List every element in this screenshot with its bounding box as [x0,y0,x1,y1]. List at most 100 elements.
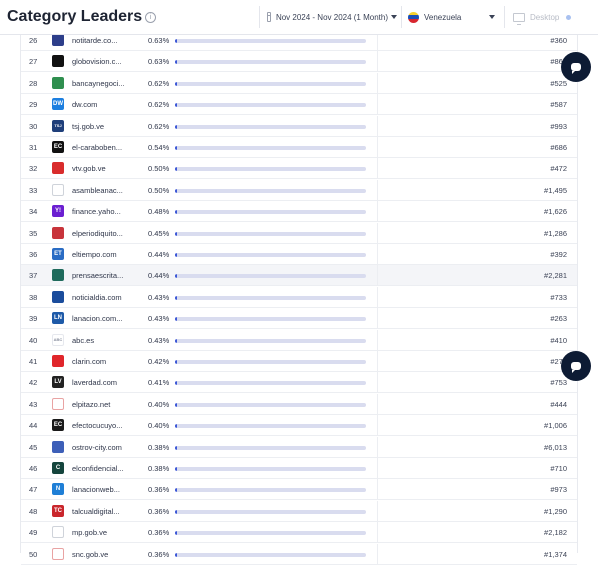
domain-link[interactable]: tsj.gob.ve [72,121,105,131]
domain-link[interactable]: asambleanac... [72,185,123,195]
table-row[interactable]: 31 EC el-caraboben... 0.54% #686 [21,137,577,158]
column-divider [377,94,378,116]
domain-link[interactable]: elconfidencial... [72,464,124,473]
traffic-share-bar [175,467,366,471]
domain-link[interactable]: notitarde.co... [72,36,118,45]
column-divider [377,51,378,73]
column-divider [377,372,378,394]
domain-link[interactable]: eltiempo.com [72,250,117,259]
rank-cell: 49 [29,528,38,538]
traffic-share-bar-fill [175,509,177,514]
traffic-share-value: 0.44% [148,271,170,281]
device-dropdown[interactable]: Desktop [504,6,598,28]
traffic-share-bar-fill [175,167,177,172]
traffic-share-value: 0.40% [148,421,170,431]
column-divider [377,543,378,565]
domain-link[interactable]: dw.com [72,100,98,110]
traffic-share-bar-fill [175,124,177,129]
traffic-share-bar [175,531,366,536]
traffic-share-bar-fill [175,360,177,364]
vtv-icon [52,162,64,175]
global-rank-cell: #733 [550,292,567,302]
domain-link[interactable]: elperiodiquito... [72,228,123,238]
traffic-share-bar [175,167,366,172]
column-divider [377,500,378,522]
column-divider [377,115,378,137]
column-divider [377,329,378,351]
table-row[interactable]: 49 mp.gob.ve 0.36% #2,182 [21,522,577,544]
chat-button[interactable] [561,351,591,381]
domain-link[interactable]: bancaynegoci... [72,78,125,88]
table-row[interactable]: 38 noticialdia.com 0.43% #733 [21,286,577,308]
table-row[interactable]: 50 snc.gob.ve 0.36% #1,374 [21,543,577,565]
table-row[interactable]: 41 clarin.com 0.42% #276 [21,351,577,372]
rank-cell: 30 [29,121,38,131]
traffic-share-bar-fill [175,531,177,536]
table-row[interactable]: 43 elpitazo.net 0.40% #444 [21,393,577,415]
traffic-share-bar-fill [175,103,177,108]
domain-link[interactable]: vtv.gob.ve [72,164,106,174]
rank-cell: 45 [29,442,38,452]
traffic-share-bar [175,488,366,493]
domain-link[interactable]: noticialdia.com [72,292,122,302]
traffic-share-bar [175,188,366,193]
table-row[interactable]: 36 ET eltiempo.com 0.44% #392 [21,244,577,265]
domain-link[interactable]: globovision.c... [72,57,122,67]
table-row[interactable]: 29 DW dw.com 0.62% #587 [21,94,577,116]
domain-link[interactable]: abc.es [72,335,95,345]
calendar-icon [267,12,271,22]
global-rank-cell: #392 [550,250,567,259]
traffic-share-bar [175,381,366,386]
traffic-share-value: 0.43% [148,314,170,324]
domain-link[interactable]: clarin.com [72,357,107,366]
domain-link[interactable]: finance.yaho... [72,207,121,217]
chat-button[interactable] [561,52,591,82]
global-rank-cell: #1,290 [544,506,567,516]
traffic-share-bar-fill [175,317,177,322]
traffic-share-value: 0.36% [148,506,170,516]
table-row[interactable]: 30 TSJ tsj.gob.ve 0.62% #993 [21,115,577,137]
domain-link[interactable]: snc.gob.ve [72,549,109,559]
efectococuyo-icon: EC [52,419,64,432]
country-dropdown[interactable]: Venezuela [401,6,501,28]
lanacionweb-icon: N [52,483,64,496]
traffic-share-value: 0.63% [148,36,170,45]
domain-link[interactable]: lanacionweb... [72,485,120,495]
domain-link[interactable]: el-caraboben... [72,143,123,152]
table-row[interactable]: 45 ostrov-city.com 0.38% #6,013 [21,436,577,458]
table-row[interactable]: 34 Y! finance.yaho... 0.48% #1,626 [21,201,577,223]
domain-link[interactable]: talcualdigital... [72,506,120,516]
domain-link[interactable]: lanacion.com... [72,314,123,324]
column-divider [377,137,378,158]
page-title: Category Leaders i [7,8,157,26]
domain-link[interactable]: laverdad.com [72,378,118,388]
table-row[interactable]: 40 ABC abc.es 0.43% #410 [21,329,577,351]
domain-link[interactable]: prensaescrita... [72,271,124,281]
traffic-share-value: 0.43% [148,335,170,345]
domain-link[interactable]: ostrov-city.com [72,442,122,452]
rank-cell: 33 [29,185,38,195]
table-row[interactable]: 26 notitarde.co... 0.63% #360 [21,30,577,51]
column-divider [377,479,378,501]
table-row[interactable]: 35 elperiodiquito... 0.45% #1,286 [21,222,577,244]
table-row[interactable]: 33 asambleanac... 0.50% #1,495 [21,179,577,201]
domain-link[interactable]: mp.gob.ve [72,528,108,538]
traffic-share-bar [175,338,366,343]
table-row[interactable]: 44 EC efectocucuyo... 0.40% #1,006 [21,415,577,437]
table-row[interactable]: 27 globovision.c... 0.63% #864 [21,51,577,73]
rank-cell: 34 [29,207,38,217]
table-row[interactable]: 32 vtv.gob.ve 0.50% #472 [21,158,577,180]
table-row[interactable]: 39 LN lanacion.com... 0.43% #263 [21,308,577,330]
date-range-dropdown[interactable]: Nov 2024 - Nov 2024 (1 Month) [259,6,397,28]
table-row[interactable]: 48 TC talcualdigital... 0.36% #1,290 [21,500,577,522]
table-row[interactable]: 42 LV laverdad.com 0.41% #753 [21,372,577,394]
clarin-icon [52,355,64,367]
domain-link[interactable]: elpitazo.net [72,399,111,409]
table-row[interactable]: 37 prensaescrita... 0.44% #2,281 [21,265,577,287]
domain-link[interactable]: efectocucuyo... [72,421,123,431]
rank-cell: 31 [29,143,38,152]
info-icon[interactable]: i [145,12,157,23]
table-row[interactable]: 28 bancaynegoci... 0.62% #525 [21,72,577,94]
